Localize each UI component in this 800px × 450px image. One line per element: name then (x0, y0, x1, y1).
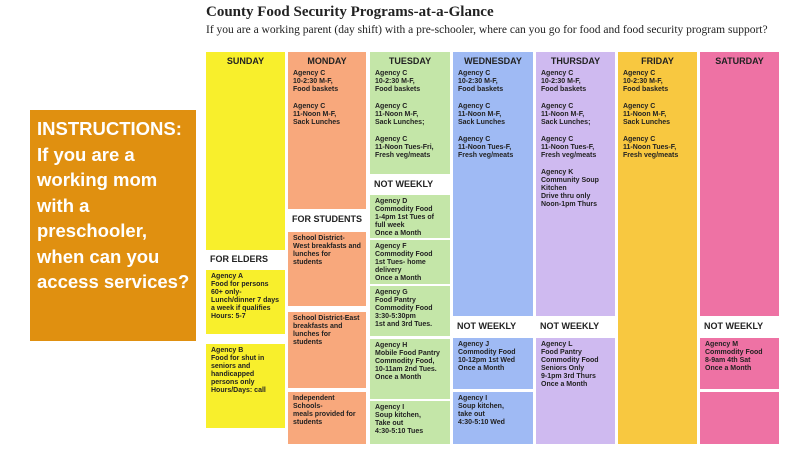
cell-wednesday-agency-c: Agency C 10-2:30 M-F, Food baskets Agenc… (453, 52, 533, 316)
day-header-friday: FRIDAY (641, 56, 674, 66)
entry-wednesday-c1: Agency C 10-2:30 M-F, Food baskets (458, 70, 504, 93)
cell-tuesday-agency-h: Agency H Mobile Food Pantry Commodity Fo… (370, 339, 450, 399)
cell-text: Agency M Commodity Food 8-9am 4th Sat On… (705, 341, 763, 372)
page-title: County Food Security Programs-at-a-Glanc… (206, 4, 494, 20)
saturday-column-bottom (700, 392, 779, 444)
cell-monday-agency-c: Agency C 10-2:30 M-F, Food baskets Agenc… (288, 52, 366, 209)
page-subtitle: If you are a working parent (day shift) … (206, 24, 768, 36)
instructions-text: INSTRUCTIONS: If you are a working mom w… (37, 118, 190, 292)
section-header-for-students: FOR STUDENTS (288, 211, 366, 229)
entry-monday-c2: Agency C 11-Noon M-F, Sack Lunches (293, 103, 341, 126)
cell-monday-school-west: School District-West breakfasts and lunc… (288, 232, 366, 306)
entry-friday-c1: Agency C 10-2:30 M-F, Food baskets (623, 70, 669, 93)
cell-text: Agency G Food Pantry Commodity Food 3:30… (375, 289, 433, 328)
cell-text: Agency I Soup kitchen, take out 4:30-5:1… (458, 395, 505, 426)
cell-thursday-agency-l: Agency L Food Pantry Commodity Food Seni… (536, 338, 615, 444)
entry-tuesday-c1: Agency C 10-2:30 M-F, Food baskets (375, 70, 421, 93)
cell-text: Agency L Food Pantry Commodity Food Seni… (541, 341, 599, 388)
day-header-saturday: SATURDAY (715, 56, 764, 66)
entry-thursday-c2: Agency C 11-Noon M-F, Sack Lunches; (541, 103, 591, 126)
cell-text: Independent Schools- meals provided for … (293, 395, 356, 426)
cell-sunday-agency-a: Agency A Food for persons 60+ only- Lunc… (206, 270, 285, 334)
day-header-monday: MONDAY (307, 56, 347, 66)
section-header-for-elders: FOR ELDERS (206, 251, 285, 269)
cell-text: Agency I Soup kitchen, Take out 4:30-5:1… (375, 404, 424, 435)
entry-friday-c2: Agency C 11-Noon M-F, Sack Lunches (623, 103, 671, 126)
cell-text: Agency H Mobile Food Pantry Commodity Fo… (375, 342, 440, 381)
cell-friday-agency-c: Agency C 10-2:30 M-F, Food baskets Agenc… (618, 52, 697, 444)
entry-thursday-k: Agency K Community Soup Kitchen Drive th… (541, 169, 599, 208)
sunday-column (206, 52, 285, 250)
saturday-column (700, 52, 779, 316)
day-header-sunday: SUNDAY (226, 56, 265, 66)
entry-wednesday-c3: Agency C 11-Noon Tues-F, Fresh veg/meats (458, 136, 514, 159)
section-header-not-weekly-wednesday: NOT WEEKLY (453, 318, 533, 336)
entry-thursday-c3: Agency C 11-Noon Tues-F, Fresh veg/meats (541, 136, 597, 159)
section-header-not-weekly-tuesday: NOT WEEKLY (370, 176, 450, 194)
day-header-tuesday: TUESDAY (388, 56, 432, 66)
day-header-wednesday: WEDNESDAY (464, 56, 522, 66)
cell-tuesday-agency-c: Agency C 10-2:30 M-F, Food baskets Agenc… (370, 52, 450, 174)
cell-tuesday-agency-g: Agency G Food Pantry Commodity Food 3:30… (370, 286, 450, 336)
entry-monday-c1: Agency C 10-2:30 M-F, Food baskets (293, 70, 339, 93)
cell-thursday-agency-c-k: Agency C 10-2:30 M-F, Food baskets Agenc… (536, 52, 615, 316)
cell-sunday-agency-b: Agency B Food for shut in seniors and ha… (206, 344, 285, 428)
entry-thursday-c1: Agency C 10-2:30 M-F, Food baskets (541, 70, 587, 93)
cell-text: Agency B Food for shut in seniors and ha… (211, 347, 266, 394)
section-header-not-weekly-saturday: NOT WEEKLY (700, 318, 779, 336)
cell-tuesday-agency-d: Agency D Commodity Food 1-4pm 1st Tues o… (370, 195, 450, 238)
entry-tuesday-c2: Agency C 11-Noon M-F, Sack Lunches; (375, 103, 425, 126)
cell-wednesday-agency-i: Agency I Soup kitchen, take out 4:30-5:1… (453, 392, 533, 444)
entry-tuesday-c3: Agency C 11-Noon Tues-Fri, Fresh veg/mea… (375, 136, 434, 159)
cell-tuesday-agency-i: Agency I Soup kitchen, Take out 4:30-5:1… (370, 401, 450, 444)
cell-text: School District-West breakfasts and lunc… (293, 235, 361, 266)
cell-monday-school-east: School District-East breakfasts and lunc… (288, 312, 366, 388)
cell-tuesday-agency-f: Agency F Commodity Food 1st Tues- home d… (370, 240, 450, 284)
cell-text: Agency A Food for persons 60+ only- Lunc… (211, 273, 280, 320)
entry-wednesday-c2: Agency C 11-Noon M-F, Sack Lunches (458, 103, 506, 126)
cell-text: Agency J Commodity Food 10-12pm 1st Wed … (458, 341, 516, 372)
cell-saturday-agency-m: Agency M Commodity Food 8-9am 4th Sat On… (700, 338, 779, 389)
cell-text: Agency F Commodity Food 1st Tues- home d… (375, 243, 433, 282)
section-header-not-weekly-thursday: NOT WEEKLY (536, 318, 615, 336)
entry-friday-c3: Agency C 11-Noon Tues-F, Fresh veg/meats (623, 136, 679, 159)
cell-wednesday-agency-j: Agency J Commodity Food 10-12pm 1st Wed … (453, 338, 533, 389)
cell-monday-independent: Independent Schools- meals provided for … (288, 392, 366, 444)
cell-text: School District-East breakfasts and lunc… (293, 315, 360, 346)
instructions-box: INSTRUCTIONS: If you are a working mom w… (30, 110, 196, 341)
cell-text: Agency D Commodity Food 1-4pm 1st Tues o… (375, 198, 434, 237)
day-header-thursday: THURSDAY (550, 56, 601, 66)
